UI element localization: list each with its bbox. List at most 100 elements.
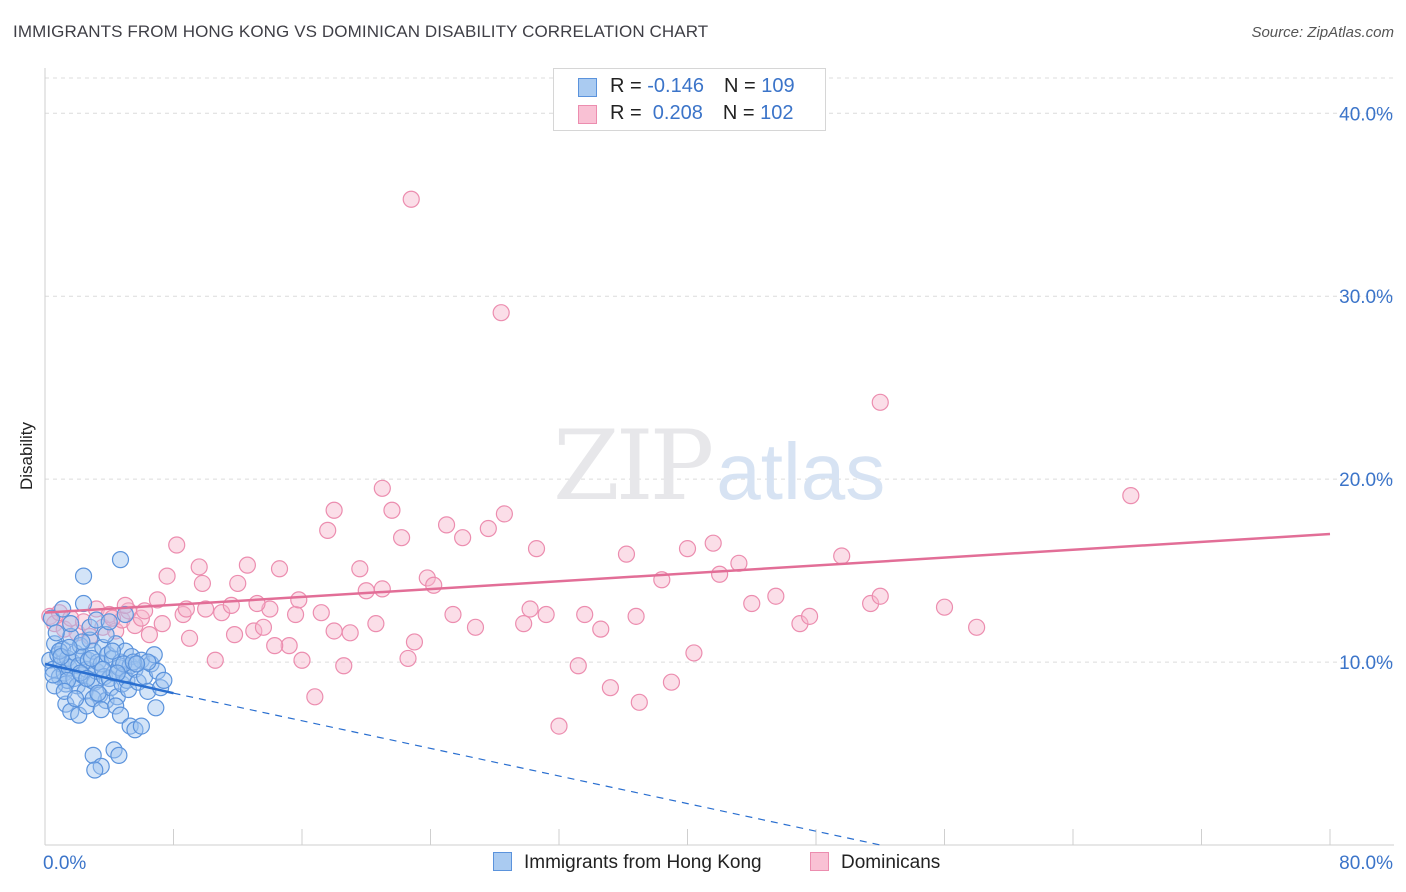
dominicans-point	[373, 479, 391, 497]
dominicans-point	[833, 547, 851, 565]
dominicans-point	[158, 567, 176, 585]
hong-kong-point	[62, 615, 80, 633]
dominicans-point	[1122, 487, 1140, 505]
y-tick-labels: 10.0% 20.0% 30.0% 40.0%	[1339, 104, 1393, 674]
dominicans-point	[261, 600, 279, 618]
dominicans-point	[711, 565, 729, 583]
dominicans-point	[392, 529, 411, 547]
dominicans-point	[466, 618, 485, 636]
legend-n-label: N =	[723, 75, 762, 97]
bottom-legend-hong-kong: Immigrants from Hong Kong	[493, 852, 762, 874]
dominicans-point	[341, 624, 359, 642]
dominicans-point	[454, 529, 472, 547]
hong-kong-points	[41, 551, 173, 779]
bottom-legend-dominicans: Dominicans	[810, 852, 940, 874]
dominicans-point	[206, 651, 224, 669]
dominicans-point	[537, 605, 555, 624]
y-tick-label: 30.0%	[1339, 287, 1393, 308]
dominicans-point	[617, 545, 636, 563]
hong-kong-point	[110, 746, 128, 764]
dominicans-point	[238, 556, 256, 574]
legend-swatch-blue	[578, 78, 597, 97]
hong-kong-point	[47, 624, 65, 642]
hong-kong-trend-extension	[173, 692, 881, 846]
hong-kong-point	[82, 649, 101, 668]
dominicans-point	[968, 618, 986, 636]
hong-kong-point	[60, 638, 78, 657]
axes	[44, 68, 1394, 846]
dominicans-point	[116, 596, 134, 614]
dominicans-point	[180, 629, 199, 647]
dominicans-point	[107, 622, 125, 640]
dominicans-point	[425, 576, 443, 594]
hong-kong-point	[62, 702, 80, 721]
hong-kong-point	[97, 626, 115, 644]
dominicans-point	[521, 600, 539, 618]
hong-kong-point	[44, 666, 62, 684]
dominicans-point	[550, 717, 568, 735]
dominicans-point	[515, 615, 533, 633]
hong-kong-trend-line	[44, 662, 174, 695]
dominicans-point	[225, 626, 244, 644]
x-tick-label-min: 0.0%	[43, 853, 86, 874]
dominicans-point	[527, 540, 546, 558]
y-tick-label: 10.0%	[1339, 653, 1393, 674]
dominicans-point	[168, 536, 186, 554]
hong-kong-point	[103, 642, 122, 660]
dominicans-point	[685, 644, 703, 662]
dominicans-point	[229, 574, 247, 593]
legend-r-label: R =	[610, 102, 648, 124]
hong-kong-point	[155, 671, 173, 689]
dominicans-point	[193, 574, 212, 593]
dominicans-point	[444, 605, 462, 624]
dominicans-point	[492, 304, 510, 322]
dominicans-point	[935, 598, 954, 616]
legend-r-value: -0.146	[647, 75, 704, 97]
dominicans-point	[290, 591, 308, 609]
dominicans-point	[335, 657, 353, 675]
dominicans-point	[319, 521, 337, 539]
dominicans-point	[383, 501, 401, 519]
legend-swatch-pink	[578, 105, 597, 124]
dominicans-point	[270, 560, 289, 578]
dominicans-point	[479, 519, 497, 538]
dominicans-point	[306, 688, 324, 706]
dominicans-point	[351, 560, 369, 578]
hong-kong-point	[46, 677, 64, 695]
hong-kong-point	[66, 690, 85, 708]
dominicans-point	[254, 618, 273, 636]
zipatlas-watermark: ZIPatlas	[553, 410, 886, 522]
dominicans-point	[871, 587, 889, 605]
hong-kong-point	[92, 701, 110, 719]
dominicans-point	[197, 600, 215, 618]
correlation-legend: R = -0.146 N = 109 R = 0.208 N = 102	[553, 68, 826, 131]
x-tick-label-max: 80.0%	[1339, 853, 1393, 874]
hong-kong-point	[127, 655, 146, 673]
dominicans-point	[592, 620, 610, 638]
x-axis-ticks: 0.0% 80.0%	[43, 829, 1393, 874]
chart-source: Source: ZipAtlas.com	[1251, 24, 1394, 41]
bottom-legend-swatch-pink	[810, 852, 829, 871]
dominicans-point	[601, 679, 620, 697]
dominicans-point	[153, 615, 171, 633]
dominicans-point	[293, 651, 311, 669]
hong-kong-point	[116, 605, 134, 624]
y-axis-label: Disability	[17, 421, 36, 491]
hong-kong-point	[87, 611, 106, 629]
hong-kong-point	[86, 761, 104, 779]
dominicans-point	[495, 505, 513, 523]
trend-lines	[44, 532, 1331, 846]
hong-kong-point	[107, 697, 125, 715]
dominicans-point	[148, 591, 167, 609]
legend-n-label: N =	[722, 102, 761, 124]
bottom-legend-label: Immigrants from Hong Kong	[524, 852, 762, 873]
dominicans-point	[576, 605, 594, 624]
dominicans-point	[402, 190, 420, 208]
hong-kong-point	[74, 567, 93, 585]
legend-n-value: 109	[761, 75, 795, 97]
dominicans-point	[367, 615, 385, 633]
dominicans-point	[266, 637, 284, 655]
dominicans-point	[704, 534, 722, 552]
dominicans-point	[630, 693, 648, 711]
